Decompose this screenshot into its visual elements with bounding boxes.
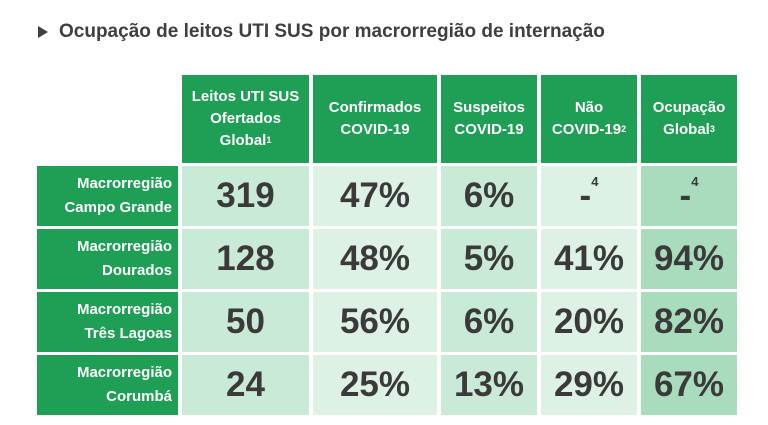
footnote-marker: 4	[591, 174, 599, 189]
value-cell: 47%	[313, 166, 437, 226]
table-row: Macrorregião Corumbá 24 25% 13% 29% 67%	[37, 355, 737, 415]
occupancy-table: Leitos UTI SUS Ofertados Global1 Confirm…	[33, 72, 741, 418]
cell-value: 29%	[553, 365, 625, 404]
table-row: Macrorregião Campo Grande 319 47% 6% -4 …	[37, 166, 737, 226]
header-line: Leitos UTI SUS	[191, 88, 300, 105]
cell-value: -	[579, 176, 592, 215]
cell-value: 50	[226, 302, 265, 341]
header-line: Global	[219, 132, 267, 149]
cell-value: 128	[216, 239, 275, 278]
footnote-marker: 2	[621, 124, 627, 134]
header-line: Global	[663, 121, 710, 138]
header-ocupacao-global: Ocupação Global3	[641, 75, 737, 163]
cell-value: 6%	[463, 302, 515, 341]
value-cell: 128	[182, 229, 309, 289]
row-label-corumba: Macrorregião Corumbá	[37, 355, 178, 415]
header-nao-covid: Não COVID-192	[541, 75, 637, 163]
header-line: Confirmados	[328, 99, 422, 116]
cell-value: 94%	[653, 239, 725, 278]
value-cell: 29%	[541, 355, 637, 415]
cell-value: 67%	[653, 365, 725, 404]
cell-value: 6%	[463, 176, 515, 215]
cell-value: 56%	[339, 302, 411, 341]
row-label-line: Macrorregião	[76, 238, 172, 255]
header-line: Ofertados	[210, 110, 281, 127]
cell-value: 5%	[463, 239, 515, 278]
footnote-marker: 1	[266, 135, 272, 145]
row-label-campo-grande: Macrorregião Campo Grande	[37, 166, 178, 226]
footnote-marker: 4	[691, 174, 699, 189]
cell-value: 25%	[339, 365, 411, 404]
row-label-line: Macrorregião	[76, 364, 172, 381]
footnote-marker: 3	[709, 124, 715, 134]
value-cell: -4	[641, 166, 737, 226]
value-cell: 50	[182, 292, 309, 352]
row-label-line: Macrorregião	[76, 301, 172, 318]
value-cell: 48%	[313, 229, 437, 289]
row-label-line: Campo Grande	[64, 199, 172, 216]
cell-value: 13%	[453, 365, 525, 404]
header-row: Leitos UTI SUS Ofertados Global1 Confirm…	[37, 75, 737, 163]
value-cell: 6%	[441, 292, 537, 352]
header-line: COVID-19	[551, 121, 622, 138]
page-title-text: Ocupação de leitos UTI SUS por macrorreg…	[59, 21, 605, 42]
value-cell: 6%	[441, 166, 537, 226]
row-label-line: Corumbá	[106, 388, 172, 405]
header-line: COVID-19	[340, 121, 410, 138]
value-cell: 25%	[313, 355, 437, 415]
value-cell: 24	[182, 355, 309, 415]
value-cell: 319	[182, 166, 309, 226]
row-label-line: Três Lagoas	[84, 325, 172, 342]
triangle-bullet-icon	[38, 26, 48, 38]
value-cell: 20%	[541, 292, 637, 352]
table-row: Macrorregião Três Lagoas 50 56% 6% 20% 8…	[37, 292, 737, 352]
cell-value: 48%	[339, 239, 411, 278]
row-label-line: Dourados	[101, 262, 172, 279]
header-leitos-ofertados: Leitos UTI SUS Ofertados Global1	[182, 75, 309, 163]
table-row: Macrorregião Dourados 128 48% 5% 41% 94%	[37, 229, 737, 289]
cell-value: 20%	[553, 302, 625, 341]
cell-value: 82%	[653, 302, 725, 341]
cell-value: -	[679, 176, 692, 215]
row-label-tres-lagoas: Macrorregião Três Lagoas	[37, 292, 178, 352]
value-cell: 13%	[441, 355, 537, 415]
value-cell: 94%	[641, 229, 737, 289]
row-label-dourados: Macrorregião Dourados	[37, 229, 178, 289]
value-cell: 56%	[313, 292, 437, 352]
header-suspeitos: Suspeitos COVID-19	[441, 75, 537, 163]
cell-value: 47%	[339, 176, 411, 215]
row-label-line: Macrorregião	[76, 175, 172, 192]
cell-value: 319	[216, 176, 275, 215]
value-cell: 67%	[641, 355, 737, 415]
cell-value: 24	[226, 365, 265, 404]
header-line: COVID-19	[454, 121, 524, 138]
value-cell: 41%	[541, 229, 637, 289]
header-line: Não	[574, 99, 604, 116]
header-confirmados: Confirmados COVID-19	[313, 75, 437, 163]
header-line: Suspeitos	[453, 99, 525, 116]
value-cell: 82%	[641, 292, 737, 352]
page-title: Ocupação de leitos UTI SUS por macrorreg…	[38, 18, 605, 46]
header-line: Ocupação	[652, 99, 726, 116]
corner-cell	[37, 75, 178, 163]
value-cell: -4	[541, 166, 637, 226]
cell-value: 41%	[553, 239, 625, 278]
value-cell: 5%	[441, 229, 537, 289]
